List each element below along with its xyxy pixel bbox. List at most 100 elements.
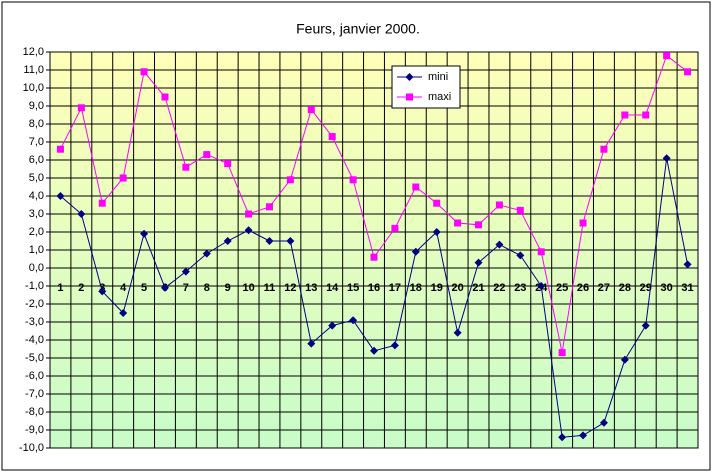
data-point [224,160,232,168]
data-point [265,203,273,211]
x-tick-label: 9 [225,282,231,294]
data-point [140,68,148,76]
data-point [579,431,588,440]
x-tick-label: 13 [305,282,317,294]
data-point [663,52,671,60]
data-point [579,219,587,227]
data-point [370,253,378,261]
data-point [98,199,106,207]
data-point [307,106,315,114]
data-point [119,309,128,317]
x-tick-label: 21 [472,282,484,294]
data-point [245,210,253,218]
data-point [391,224,399,232]
y-tick-label: 12,0 [23,46,44,58]
data-point [182,163,190,171]
y-tick-label: -5,0 [25,352,44,364]
y-tick-label: 9,0 [29,100,44,112]
data-point [405,73,414,81]
y-tick-label: 5,0 [29,172,44,184]
x-tick-label: 8 [204,282,210,294]
data-point [454,219,462,227]
legend-label: maxi [428,91,451,103]
data-point [683,260,692,269]
y-tick-label: -10,0 [19,442,44,454]
chart-title: Feurs, janvier 2000. [296,21,420,37]
data-point [77,210,86,218]
data-point [56,145,64,153]
y-tick-label: 2,0 [29,226,44,238]
data-point [181,267,190,276]
x-tick-label: 14 [326,282,339,294]
data-point [286,237,295,245]
x-tick-label: 4 [120,282,127,294]
data-point [349,176,357,184]
x-tick-label: 16 [368,282,380,294]
y-tick-label: -4,0 [25,334,44,346]
x-tick-label: 10 [242,282,254,294]
data-point [495,201,503,209]
y-tick-label: 8,0 [29,118,44,130]
data-point [620,355,629,364]
x-tick-label: 5 [141,282,147,294]
data-point [98,287,107,296]
y-tick-label: 0,0 [29,262,44,274]
x-tick-label: 15 [347,282,359,294]
x-tick-label: 28 [619,282,631,294]
data-point [370,346,378,355]
data-point [621,111,629,119]
y-tick-label: -3,0 [25,316,44,328]
data-point [475,221,483,229]
data-point [495,240,504,249]
y-tick-label: -2,0 [25,298,44,310]
data-point [432,228,441,236]
data-point [412,183,420,191]
x-tick-label: 25 [556,282,568,294]
y-tick-label: -6,0 [25,370,44,382]
x-tick-label: 2 [78,282,84,294]
data-point [453,328,462,337]
data-point [599,418,608,427]
legend-label: mini [428,71,448,83]
data-point [203,151,211,159]
data-point [223,237,232,245]
y-tick-label: 10,0 [23,82,44,94]
data-point [641,321,650,330]
x-tick-label: 11 [264,282,276,294]
data-point [286,176,294,184]
x-tick-label: 17 [389,282,401,294]
data-point [516,206,524,214]
data-point [642,111,650,119]
x-tick-label: 29 [640,282,652,294]
data-point [160,283,169,292]
data-point [474,258,483,267]
x-tick-label: 20 [451,282,463,294]
data-point [662,154,671,163]
data-point [411,247,420,256]
y-tick-label: 1,0 [29,244,44,256]
x-tick-label: 30 [661,282,673,294]
data-point [600,145,608,153]
data-point [140,229,149,238]
data-point [433,199,441,207]
x-tick-label: 26 [577,282,589,294]
data-point [265,237,274,245]
data-point [56,192,65,200]
y-tick-label: -1,0 [25,280,44,292]
x-tick-label: 19 [431,282,443,294]
data-point [516,251,525,260]
y-tick-label: -7,0 [25,388,44,400]
data-point [77,104,85,112]
data-point [202,249,211,258]
x-tick-label: 18 [410,282,422,294]
data-point [558,349,566,357]
data-point [537,248,545,256]
y-tick-label: 4,0 [29,190,44,202]
legend-box [391,65,461,109]
x-tick-label: 22 [493,282,505,294]
data-point [349,316,358,325]
data-point [328,321,337,330]
x-tick-label: 31 [681,282,693,294]
